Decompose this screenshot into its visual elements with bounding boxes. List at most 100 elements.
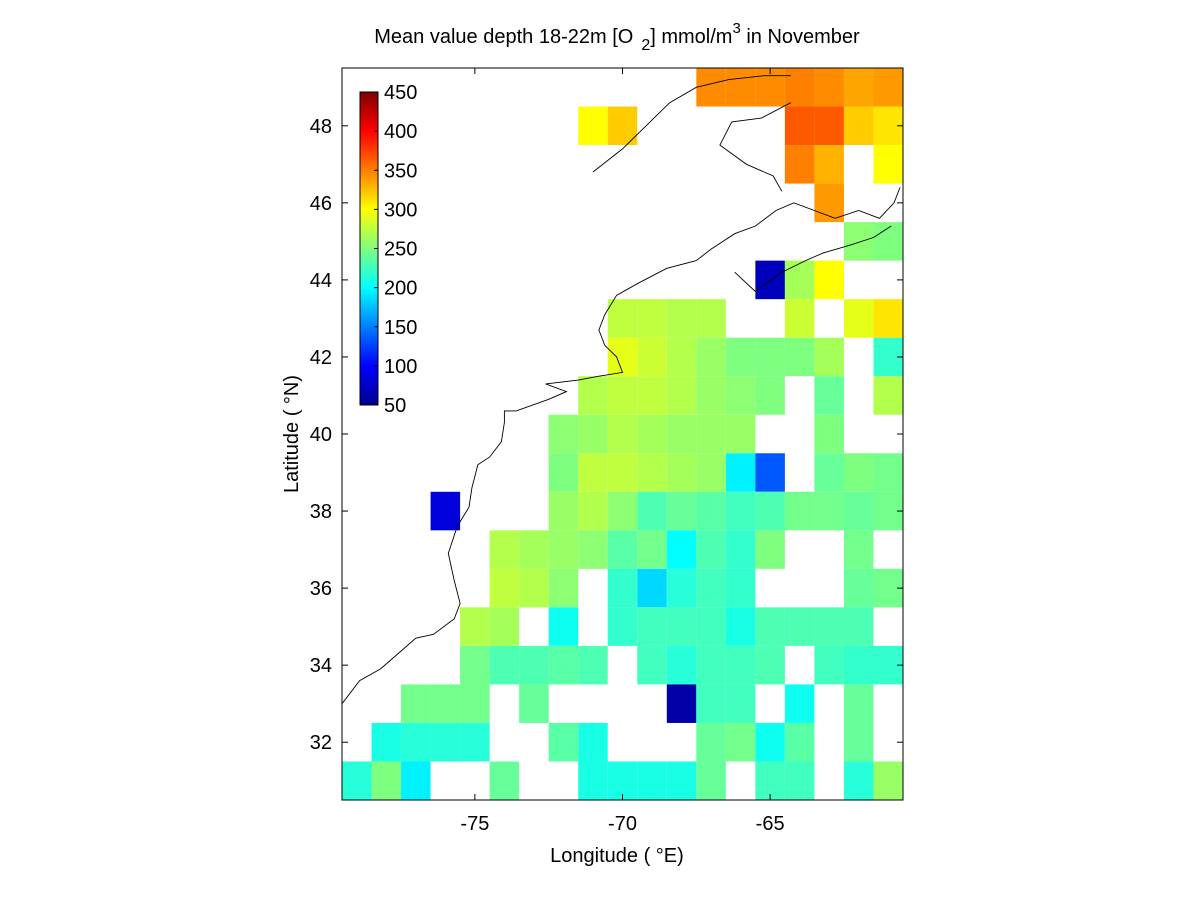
heatmap-cell xyxy=(755,530,785,569)
heatmap-cell xyxy=(725,491,756,531)
heatmap-cell xyxy=(843,684,874,723)
colorbar-tick-label: 50 xyxy=(384,395,406,417)
heatmap-cell xyxy=(873,68,903,107)
heatmap-cell xyxy=(637,376,667,415)
heatmap-cell xyxy=(548,568,579,608)
heatmap-cell xyxy=(666,491,697,531)
heatmap-cell xyxy=(873,453,903,492)
heatmap-cell xyxy=(843,491,874,531)
title-end: in November xyxy=(741,26,860,48)
heatmap-cell xyxy=(696,568,726,608)
heatmap-cell xyxy=(607,299,638,338)
heatmap-cell xyxy=(637,761,667,800)
heatmap-cell xyxy=(784,145,815,184)
heatmap-cell xyxy=(843,299,874,338)
heatmap-cell xyxy=(696,68,726,107)
heatmap-cell xyxy=(784,491,815,531)
heatmap-cell xyxy=(548,491,579,531)
heatmap-cell xyxy=(460,607,490,646)
heatmap-cell xyxy=(371,722,402,762)
title-mid: ] mmol/m xyxy=(650,26,732,48)
heatmap-cell xyxy=(401,761,431,800)
heatmap-cell xyxy=(784,722,815,762)
x-tick-label: -65 xyxy=(756,813,785,835)
heatmap-cell xyxy=(666,337,697,377)
heatmap-cell xyxy=(489,761,520,800)
heatmap-cell xyxy=(637,337,667,377)
colorbar-tick-label: 150 xyxy=(384,317,417,339)
heatmap-cell xyxy=(696,761,726,800)
heatmap-cell xyxy=(725,645,756,685)
colorbar-tick-label: 200 xyxy=(384,278,417,300)
heatmap-cell xyxy=(696,684,726,723)
heatmap-cell xyxy=(460,645,490,685)
y-axis-label: Latitude ( °N) xyxy=(281,375,303,493)
heatmap-cell xyxy=(873,222,903,261)
coastline-segment xyxy=(592,75,791,173)
heatmap-cell xyxy=(548,607,579,646)
heatmap-cell xyxy=(784,299,815,338)
heatmap-cell xyxy=(489,568,520,608)
coastline-segment xyxy=(719,102,792,192)
heatmap-cell xyxy=(578,376,608,415)
y-tick-label: 32 xyxy=(310,732,332,754)
heatmap-cell xyxy=(814,491,844,531)
heatmap-cell xyxy=(607,337,638,377)
coastline xyxy=(341,75,901,704)
coastline-segment xyxy=(341,187,901,704)
heatmap-cell xyxy=(607,530,638,569)
heatmap-cell xyxy=(843,607,874,646)
heatmap-cell xyxy=(725,337,756,377)
heatmap-cell xyxy=(843,761,874,800)
heatmap-cell xyxy=(725,530,756,569)
heatmap-cell xyxy=(519,530,549,569)
heatmap-cell xyxy=(873,299,903,338)
heatmap-cell xyxy=(696,337,726,377)
heatmap-cell xyxy=(755,607,785,646)
heatmap-cell xyxy=(607,761,638,800)
heatmap-cell xyxy=(578,414,608,454)
axis-labels: Longitude ( °E) Latitude ( °N) xyxy=(281,375,684,867)
y-tick-label: 36 xyxy=(310,578,332,600)
heatmap-cell xyxy=(843,530,874,569)
heatmap-cell xyxy=(666,645,697,685)
heatmap-cell xyxy=(637,568,667,608)
heatmap-cell xyxy=(814,337,844,377)
heatmap-cell xyxy=(666,376,697,415)
heatmap-cell xyxy=(725,722,756,762)
heatmap-cell xyxy=(637,607,667,646)
chart-title-text: Mean value depth 18-22m [O 2] mmol/m3 in … xyxy=(374,20,860,54)
heatmap-cell xyxy=(755,722,785,762)
heatmap-cell xyxy=(666,530,697,569)
title-main: Mean value depth 18-22m [O xyxy=(374,26,633,48)
heatmap-cell xyxy=(725,453,756,492)
heatmap-cell xyxy=(843,722,874,762)
heatmap-cell xyxy=(607,376,638,415)
heatmap-cell xyxy=(873,761,903,800)
x-tick-label: -75 xyxy=(460,813,489,835)
heatmap-cell xyxy=(725,568,756,608)
heatmap-cell xyxy=(843,568,874,608)
colorbar: 50 100 150 200 250 300 350 400 450 xyxy=(359,82,417,417)
y-tick-label: 44 xyxy=(310,270,332,292)
colorbar-tick-label: 100 xyxy=(384,356,417,378)
heatmap-cell xyxy=(666,607,697,646)
heatmap-cell xyxy=(696,414,726,454)
heatmap-cell xyxy=(814,106,844,146)
heatmap-cell xyxy=(430,491,461,531)
heatmap-cell xyxy=(814,607,844,646)
heatmap-cell xyxy=(578,491,608,531)
heatmap-cell xyxy=(725,607,756,646)
heatmap-cell xyxy=(637,453,667,492)
heatmap-cell xyxy=(548,414,579,454)
heatmap-cell xyxy=(784,68,815,107)
heatmap-cell xyxy=(637,530,667,569)
heatmap-cell xyxy=(814,260,844,300)
heatmap-cell xyxy=(696,530,726,569)
heatmap-cell xyxy=(814,453,844,492)
heatmap-cell xyxy=(725,414,756,454)
heatmap-cell xyxy=(755,453,785,492)
heatmap-cell xyxy=(784,761,815,800)
title-subscript: 2 xyxy=(641,37,650,54)
